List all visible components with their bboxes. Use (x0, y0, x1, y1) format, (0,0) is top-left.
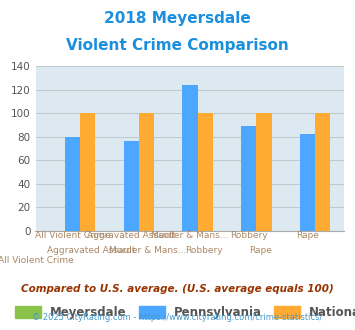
Bar (80, 113, 95, 231)
Bar (256, 113, 272, 231)
Bar (65, 137, 80, 231)
Text: All Violent Crime: All Violent Crime (0, 256, 73, 265)
Bar (198, 113, 213, 231)
Text: Murder & Mans...: Murder & Mans... (109, 246, 186, 255)
Text: Rape: Rape (296, 231, 319, 240)
Legend: Meyersdale, Pennsylvania, National: Meyersdale, Pennsylvania, National (15, 306, 355, 319)
Text: 2018 Meyersdale: 2018 Meyersdale (104, 12, 251, 26)
Text: Violent Crime Comparison: Violent Crime Comparison (66, 38, 289, 53)
Text: All Violent Crime: All Violent Crime (34, 231, 110, 240)
Text: Aggravated Assault: Aggravated Assault (48, 246, 136, 255)
Bar (124, 142, 139, 231)
Text: Robbery: Robbery (230, 231, 267, 240)
Text: Rape: Rape (249, 246, 272, 255)
Text: © 2025 CityRating.com - https://www.cityrating.com/crime-statistics/: © 2025 CityRating.com - https://www.city… (32, 313, 323, 322)
Text: Murder & Mans...: Murder & Mans... (151, 231, 229, 240)
Text: Compared to U.S. average. (U.S. average equals 100): Compared to U.S. average. (U.S. average … (21, 284, 334, 294)
Bar (139, 113, 154, 231)
Text: Aggravated Assault: Aggravated Assault (87, 231, 175, 240)
Bar (241, 126, 256, 231)
Text: Robbery: Robbery (185, 246, 223, 255)
Bar (300, 134, 315, 231)
Bar (182, 85, 198, 231)
Bar (315, 113, 330, 231)
